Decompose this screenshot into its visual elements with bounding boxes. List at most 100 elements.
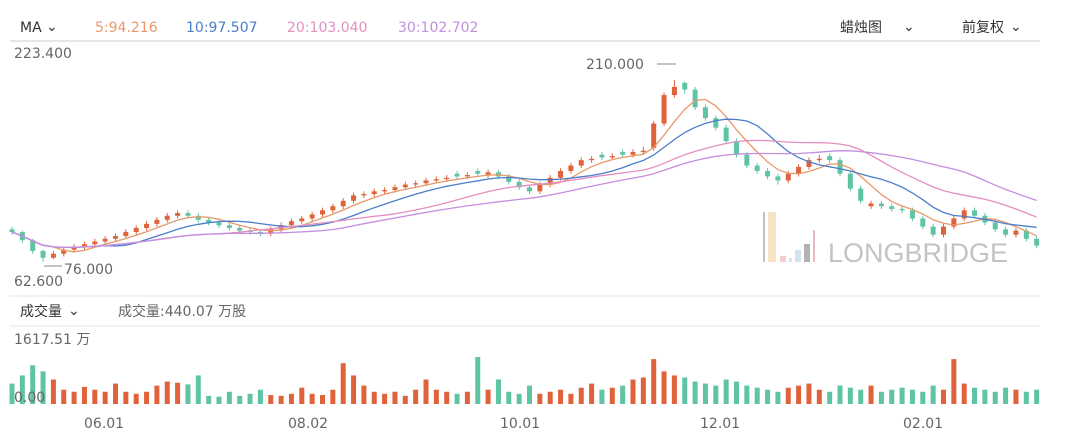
candle-body	[299, 218, 305, 222]
volume-bar	[754, 387, 760, 404]
volume-bar	[50, 379, 56, 404]
candle	[899, 206, 905, 214]
candle-body	[620, 152, 626, 155]
candle	[858, 185, 864, 204]
volume-bar	[816, 389, 822, 404]
candle-body	[61, 249, 67, 254]
candle-body	[433, 179, 439, 181]
ma5-line	[11, 98, 1037, 253]
volume-min-label: 0.00	[14, 390, 45, 406]
candle-body	[547, 177, 553, 185]
candle-body	[827, 156, 833, 161]
volume-bar	[568, 393, 574, 404]
volume-bar	[444, 391, 450, 404]
candle-body	[392, 187, 398, 190]
candle	[620, 149, 626, 158]
volume-bar	[909, 389, 915, 404]
candle-body	[464, 175, 470, 177]
candle-body	[589, 158, 595, 161]
volume-bar	[1034, 389, 1040, 404]
chevron-down-icon: ⌄	[903, 19, 915, 35]
candle	[320, 207, 325, 218]
volume-bar	[837, 385, 843, 404]
watermark-logo-bar	[804, 244, 810, 262]
high-annotation: 210.000	[586, 57, 676, 73]
candle	[1034, 236, 1040, 249]
candle-body	[744, 154, 750, 166]
candle	[1013, 227, 1019, 238]
ma5-value: 5:94.216	[95, 20, 158, 36]
adjust-selector[interactable]: 前复权 ⌄	[962, 19, 1022, 36]
volume-bar	[392, 391, 398, 404]
candle-body	[713, 118, 719, 128]
candle-body	[413, 183, 419, 185]
candle-body	[40, 250, 46, 258]
candle-body	[485, 172, 491, 176]
volume-bar	[164, 381, 170, 404]
volume-bar	[175, 382, 181, 404]
candle	[723, 124, 729, 144]
volume-bar	[288, 393, 294, 404]
candle-body	[371, 191, 377, 195]
low-label: 76.000	[64, 262, 113, 278]
candle-body	[723, 127, 729, 142]
volume-bar	[185, 384, 191, 404]
chevron-down-icon: ⌄	[46, 19, 58, 35]
candle	[226, 222, 232, 231]
volume-bar	[930, 385, 936, 404]
volume-bar	[744, 385, 750, 404]
candle	[920, 215, 926, 230]
volume-bar	[330, 389, 336, 404]
candle	[195, 213, 201, 223]
volume-selector[interactable]: 成交量 ⌄	[20, 303, 80, 320]
candle-body	[537, 184, 543, 192]
candle	[164, 213, 170, 223]
candle	[837, 157, 843, 177]
volume-bar	[320, 395, 325, 404]
x-tick-label: 02.01	[903, 416, 943, 432]
watermark-logo-bar	[768, 212, 776, 262]
candle	[516, 179, 522, 190]
candle	[640, 146, 646, 155]
ma-selector[interactable]: MA ⌄	[20, 19, 58, 36]
watermark-logo-bar	[813, 230, 815, 262]
candle-body	[847, 173, 853, 189]
volume-bar	[992, 391, 998, 404]
candle	[775, 173, 781, 185]
candle	[671, 80, 677, 98]
chart-type-selector[interactable]: 蜡烛图 ⌄	[840, 19, 915, 36]
candle-body	[930, 226, 936, 235]
volume-bar	[651, 359, 657, 404]
candle-body	[113, 236, 118, 239]
candle-body	[92, 241, 98, 245]
candle	[175, 210, 181, 219]
candle-body	[692, 89, 698, 108]
candle-body	[951, 218, 957, 227]
candle-body	[361, 194, 367, 196]
candle-body	[816, 158, 822, 161]
volume-bar	[257, 389, 263, 404]
candle	[806, 157, 812, 170]
candle	[1003, 226, 1009, 238]
volume-bar	[878, 391, 884, 404]
candle	[475, 168, 481, 177]
volume-bar	[216, 396, 222, 404]
volume-bar	[195, 375, 201, 404]
candle-body	[785, 173, 791, 181]
candle-body	[661, 95, 667, 124]
price-min-label: 62.600	[14, 274, 63, 290]
volume-bar	[237, 395, 243, 404]
candle	[361, 191, 367, 199]
candle	[713, 115, 719, 131]
volume-bar	[589, 383, 595, 404]
volume-bar	[433, 389, 439, 404]
candle-body	[1003, 229, 1009, 235]
volume-bar	[351, 375, 357, 404]
volume-bar	[61, 389, 67, 404]
candle	[309, 211, 315, 222]
volume-bar	[309, 393, 315, 404]
candle-body	[702, 107, 708, 119]
candle-body	[81, 244, 87, 247]
candle	[113, 233, 118, 242]
candle	[102, 236, 108, 245]
